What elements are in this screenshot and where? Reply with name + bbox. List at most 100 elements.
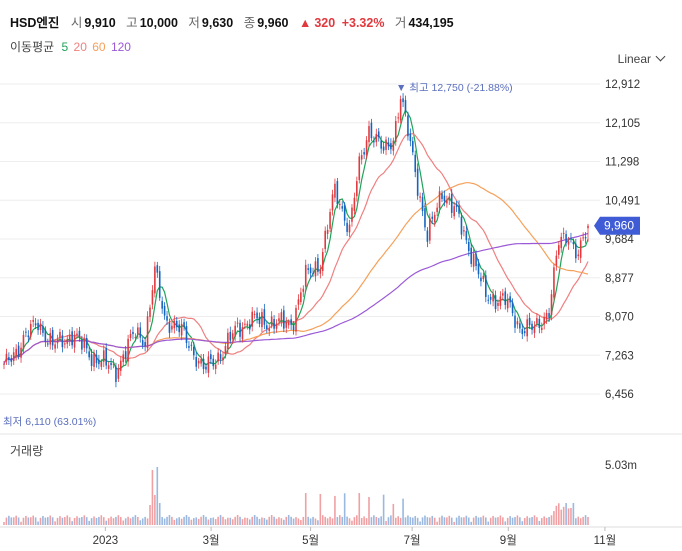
- ma60-legend[interactable]: 60: [92, 40, 106, 54]
- volume-bar: [531, 517, 533, 525]
- candle-body: [431, 216, 434, 219]
- candle-body: [526, 319, 528, 337]
- candle-body: [134, 336, 137, 338]
- ma20-legend[interactable]: 20: [73, 40, 87, 54]
- candle-body: [448, 196, 451, 201]
- candle: [195, 352, 198, 371]
- candle: [307, 263, 309, 275]
- candle-body: [285, 322, 288, 328]
- volume-bar: [207, 519, 210, 525]
- candle: [20, 342, 22, 363]
- candle: [312, 267, 314, 277]
- volume-bar: [10, 517, 13, 525]
- candle: [336, 177, 339, 209]
- candle: [460, 212, 463, 240]
- candle-body: [197, 360, 200, 364]
- candle: [256, 307, 258, 324]
- candle: [202, 353, 205, 375]
- candle-body: [205, 366, 207, 370]
- candle-body: [51, 330, 54, 346]
- candle-body: [426, 230, 429, 242]
- candle: [110, 357, 112, 370]
- ma5-legend[interactable]: 5: [61, 40, 69, 54]
- candle-body: [34, 323, 37, 326]
- candle: [122, 350, 125, 367]
- candle-body: [575, 243, 577, 259]
- candle-body: [39, 323, 42, 330]
- volume-bar: [346, 516, 348, 525]
- volume-bar: [190, 519, 193, 525]
- volume-bar: [56, 517, 59, 525]
- candle: [71, 327, 73, 349]
- volume-bar: [370, 517, 373, 525]
- close-value: 9,960: [257, 16, 289, 30]
- scale-dropdown[interactable]: Linear: [618, 51, 666, 66]
- volume-bar: [263, 518, 266, 525]
- volume-bar: [560, 509, 563, 525]
- volume-bar: [37, 521, 39, 525]
- volume-bar: [100, 515, 103, 525]
- candle-body: [188, 346, 190, 348]
- price-tick-label: 7,263: [605, 350, 634, 362]
- volume-bar: [536, 517, 538, 525]
- candle-body: [499, 296, 502, 306]
- volume-bar: [168, 515, 171, 525]
- candle: [51, 327, 54, 350]
- volume-bar: [465, 515, 468, 525]
- candle: [419, 192, 421, 203]
- candle-body: [300, 292, 302, 303]
- candle: [200, 354, 202, 367]
- candle: [12, 347, 15, 366]
- candle: [141, 336, 144, 349]
- volume-bar: [341, 516, 344, 525]
- volume-bar: [202, 515, 205, 525]
- candle-body: [370, 122, 373, 139]
- candle: [387, 137, 390, 151]
- volume-bar: [302, 516, 305, 525]
- candle-body: [460, 216, 463, 235]
- candle: [380, 135, 382, 154]
- candle-body: [263, 309, 266, 325]
- candle: [572, 238, 575, 250]
- volume-bar: [477, 517, 480, 525]
- candle-body: [129, 333, 132, 339]
- change-value: 320: [314, 16, 336, 30]
- candle-body: [331, 194, 334, 211]
- candle: [514, 310, 516, 333]
- candle-body: [173, 320, 176, 329]
- candle: [346, 217, 348, 236]
- candle-body: [536, 318, 538, 324]
- candle: [217, 348, 219, 365]
- volume-bar: [141, 518, 144, 525]
- candle-body: [540, 327, 543, 330]
- candle: [266, 321, 268, 334]
- volume-bar: [15, 515, 17, 525]
- candle: [499, 291, 502, 310]
- ma120-legend[interactable]: 120: [110, 40, 131, 54]
- candle-body: [304, 264, 307, 287]
- candle-body: [61, 335, 64, 348]
- candle-body: [183, 322, 185, 327]
- volume-panel-label: 거래량: [10, 444, 44, 458]
- volume-bar: [526, 516, 528, 525]
- candle-body: [570, 238, 572, 240]
- candle: [358, 152, 361, 184]
- candle-body: [363, 152, 365, 155]
- candle-body: [219, 354, 222, 359]
- price-tick-label: 11,298: [605, 157, 639, 169]
- volume-bar: [511, 517, 514, 525]
- candle: [453, 201, 455, 220]
- candle-body: [166, 316, 168, 321]
- candle: [158, 265, 161, 301]
- candle-body: [475, 253, 477, 267]
- candle-body: [151, 290, 154, 305]
- candle: [373, 136, 375, 148]
- candle-body: [217, 352, 219, 362]
- volume-bar: [197, 518, 200, 525]
- candle-body: [27, 335, 30, 338]
- candle: [297, 294, 300, 310]
- candle-body: [339, 203, 341, 205]
- candle-body: [29, 323, 32, 337]
- candle-body: [550, 294, 553, 316]
